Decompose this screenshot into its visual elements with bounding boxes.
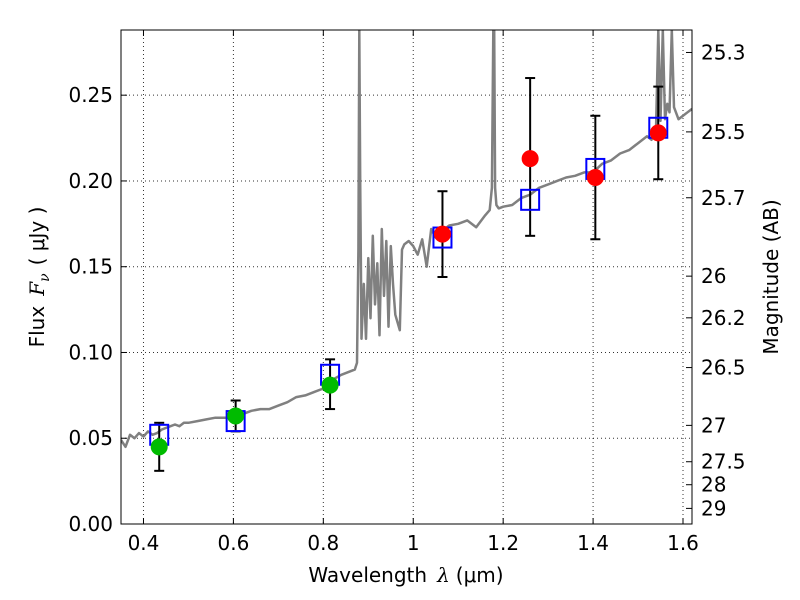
plot-frame [120,29,693,525]
x-tick-label: 0.4 [128,531,160,555]
infrared-observations-point [433,225,451,243]
mag-tick-label: 25.3 [701,40,746,64]
mag-tick-label: 28 [701,473,726,497]
x-tick-label: 1.6 [667,531,699,555]
ticks: 0.4 0.6 0.8 1 1.2 1.4 1.6 0.00 0.05 0.10 0.15 0.20 0… [68,30,746,555]
mag-tick-label: 25.5 [701,120,746,144]
optical-observations-point [321,376,339,394]
infrared-observations-point [649,124,667,142]
y-axis-title: FluxFν( μJy ) [25,207,53,348]
mag-tick-label: 26.5 [701,356,746,380]
mag-tick-label: 25.7 [701,186,746,210]
spectrum-line [121,30,692,449]
mag-tick-label: 27.5 [701,450,746,474]
y-tick-label: 0.25 [68,83,113,107]
optical-observations-point [227,407,245,425]
x-tick-label: 1.4 [577,531,609,555]
model-photometry-square [520,188,541,211]
infrared-observations-point [586,169,604,187]
y-tick-label: 0.00 [68,512,113,536]
y-tick-label: 0.15 [68,255,113,279]
y2-axis-title: Magnitude (AB) [759,199,783,354]
y-tick-label: 0.05 [68,426,113,450]
optical-observations-point [150,438,168,456]
x-axis-title: Wavelength λ (μm) [308,563,503,587]
x-tick-label: 1 [407,531,420,555]
markers [149,116,669,456]
plot-area [121,30,692,449]
infrared-observations-point [521,150,539,168]
mag-tick-label: 29 [701,496,726,520]
y-tick-label: 0.20 [68,169,113,193]
x-tick-label: 0.6 [217,531,249,555]
y-tick-label: 0.10 [68,340,113,364]
mag-tick-label: 26 [701,264,726,288]
mag-tick-label: 26.2 [701,306,746,330]
mag-tick-label: 27 [701,413,726,437]
x-tick-label: 1.2 [487,531,519,555]
x-tick-label: 0.8 [307,531,339,555]
